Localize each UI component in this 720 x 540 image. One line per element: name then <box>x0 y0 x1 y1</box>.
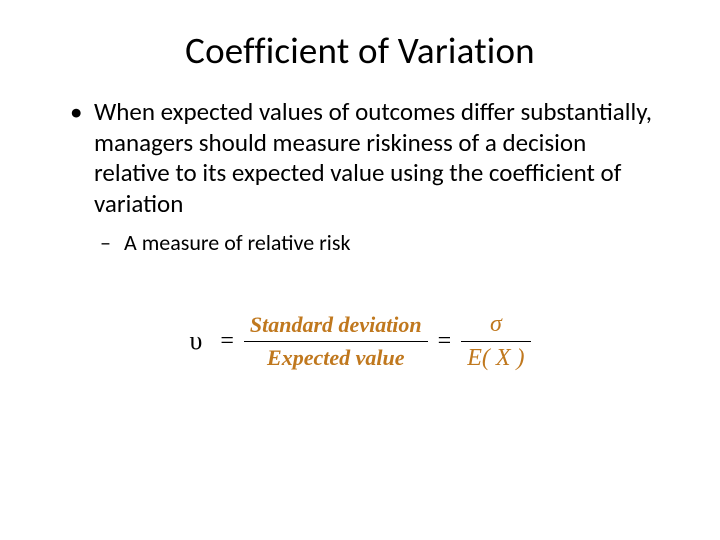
bullet-list: When expected values of outcomes differ … <box>60 97 660 257</box>
fraction-bar <box>244 341 428 342</box>
slide: Coefficient of Variation When expected v… <box>0 0 720 540</box>
bullet-level2: A measure of relative risk <box>60 229 660 257</box>
slide-title: Coefficient of Variation <box>60 28 660 73</box>
symbol-fraction-numerator: σ <box>484 309 508 340</box>
formula-row: υ = Standard deviation Expected value = … <box>189 309 530 374</box>
bullet-level1: When expected values of outcomes differ … <box>60 97 660 219</box>
text-fraction-denominator: Expected value <box>261 343 410 373</box>
text-fraction: Standard deviation Expected value <box>244 310 428 373</box>
text-fraction-numerator: Standard deviation <box>244 310 428 340</box>
formula-lhs-symbol: υ <box>189 326 202 356</box>
equals-sign-2: = <box>438 328 452 355</box>
equals-sign: = <box>220 328 234 355</box>
symbol-fraction: σ E( X ) <box>461 309 530 374</box>
formula-container: υ = Standard deviation Expected value = … <box>60 309 660 374</box>
formula: υ = Standard deviation Expected value = … <box>189 309 530 374</box>
symbol-fraction-denominator: E( X ) <box>461 343 530 374</box>
fraction-bar-2 <box>461 341 530 342</box>
